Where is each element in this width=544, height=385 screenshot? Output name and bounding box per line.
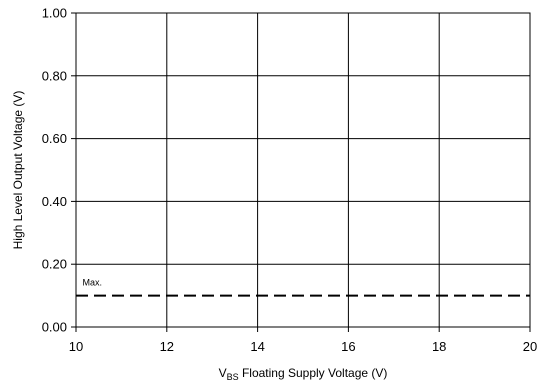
x-tick-label: 14: [250, 339, 264, 354]
x-tick-label: 20: [523, 339, 537, 354]
x-axis-title-prefix: V: [219, 366, 227, 380]
y-tick-label: 0.40: [42, 194, 67, 209]
y-tick-label: 0.60: [42, 131, 67, 146]
grid-lines: [76, 13, 530, 327]
x-tick-label: 18: [432, 339, 446, 354]
annotations-layer: Max.: [83, 277, 103, 287]
x-axis-title-suffix: Floating Supply Voltage (V): [239, 366, 388, 380]
y-axis-title: High Level Output Voltage (V): [11, 91, 25, 250]
y-tick-label: 0.20: [42, 257, 67, 272]
x-axis-title-subscript: BS: [227, 372, 239, 382]
y-axis-ticks: 0.00 0.20 0.40 0.60 0.80 1.00: [42, 6, 76, 335]
x-tick-label: 10: [69, 339, 83, 354]
annotation-label: Max.: [83, 277, 103, 287]
y-tick-label: 1.00: [42, 6, 67, 21]
x-tick-label: 16: [341, 339, 355, 354]
y-tick-label: 0.80: [42, 68, 67, 83]
x-axis-ticks: 10 12 14 16 18 20: [69, 327, 537, 354]
y-tick-label: 0.00: [42, 320, 67, 335]
x-axis-title: VBS Floating Supply Voltage (V): [219, 366, 388, 382]
x-tick-label: 12: [160, 339, 174, 354]
plot-frame: [76, 13, 530, 327]
